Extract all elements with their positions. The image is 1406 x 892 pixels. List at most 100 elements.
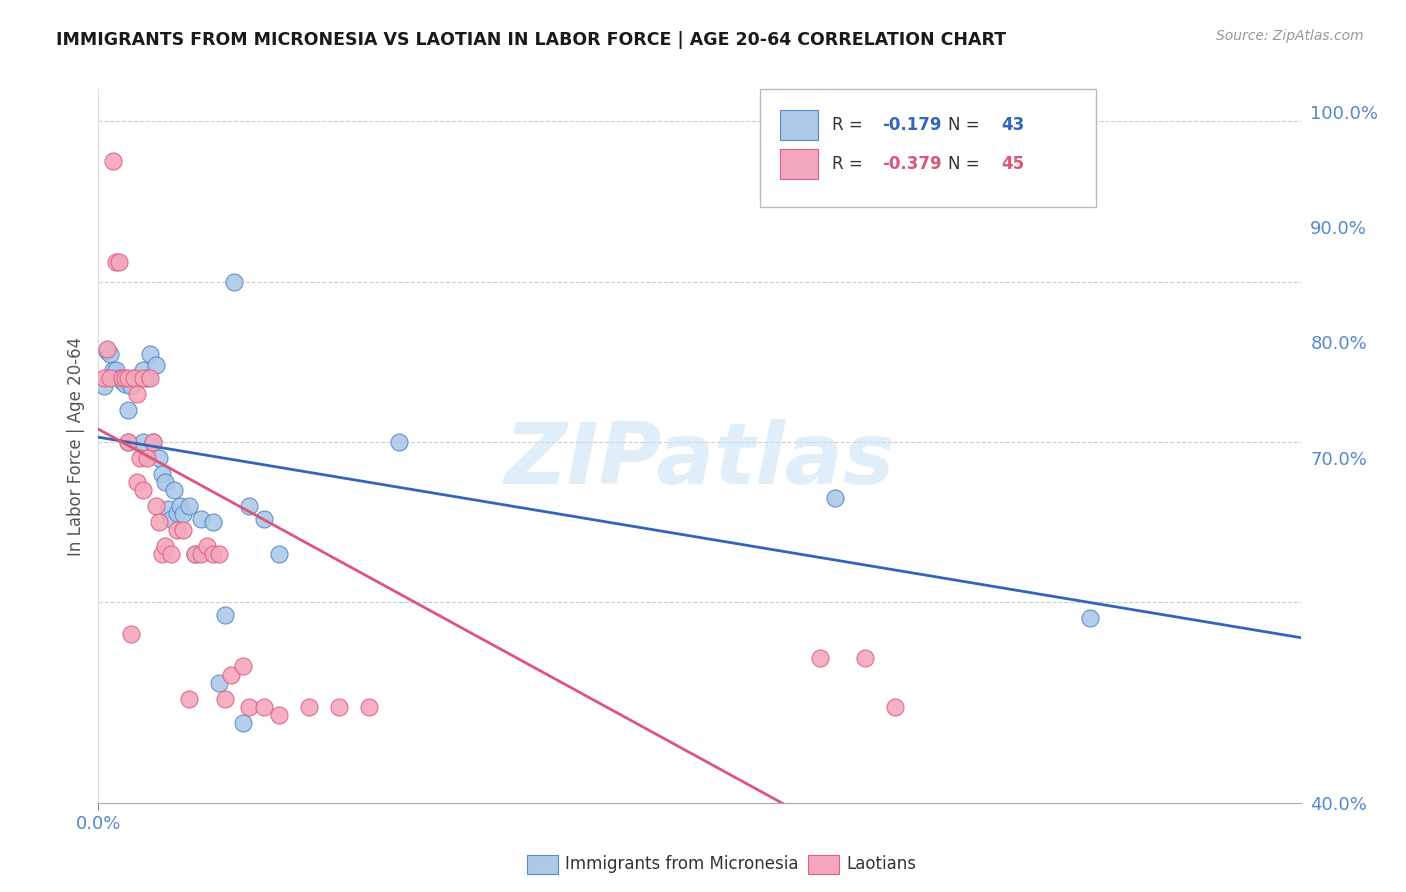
- Point: [117, 435, 139, 450]
- Point: [132, 483, 155, 497]
- Point: [117, 435, 139, 450]
- Point: [159, 547, 181, 561]
- Text: -0.179: -0.179: [882, 116, 942, 134]
- Point: [328, 699, 350, 714]
- Point: [121, 627, 143, 641]
- Point: [169, 499, 191, 513]
- Point: [172, 523, 194, 537]
- Point: [138, 371, 160, 385]
- Point: [190, 512, 212, 526]
- Point: [883, 699, 905, 714]
- Text: 45: 45: [1001, 155, 1025, 173]
- Point: [93, 371, 115, 385]
- Point: [127, 387, 149, 401]
- Point: [148, 515, 170, 529]
- Text: N =: N =: [948, 155, 986, 173]
- Text: Source: ZipAtlas.com: Source: ZipAtlas.com: [1216, 29, 1364, 43]
- Point: [172, 507, 194, 521]
- Point: [132, 435, 155, 450]
- Point: [190, 547, 212, 561]
- Point: [1078, 611, 1101, 625]
- Bar: [780, 110, 818, 140]
- Point: [238, 699, 260, 714]
- Point: [159, 512, 181, 526]
- Point: [145, 499, 167, 513]
- Point: [96, 342, 118, 356]
- Point: [141, 435, 163, 450]
- Point: [138, 347, 160, 361]
- Point: [208, 547, 231, 561]
- Point: [111, 374, 134, 388]
- Text: 43: 43: [1001, 116, 1025, 134]
- Point: [166, 523, 188, 537]
- Point: [214, 608, 236, 623]
- Y-axis label: In Labor Force | Age 20-64: In Labor Force | Age 20-64: [66, 336, 84, 556]
- Text: Immigrants from Micronesia: Immigrants from Micronesia: [565, 855, 799, 873]
- Point: [100, 347, 122, 361]
- Point: [150, 547, 173, 561]
- Point: [253, 512, 276, 526]
- Point: [114, 377, 136, 392]
- Point: [108, 255, 131, 269]
- Point: [135, 371, 157, 385]
- Point: [177, 499, 200, 513]
- Text: -0.379: -0.379: [882, 155, 942, 173]
- Point: [214, 691, 236, 706]
- Point: [145, 358, 167, 372]
- Point: [153, 539, 176, 553]
- Point: [129, 450, 152, 465]
- Point: [135, 450, 157, 465]
- Text: R =: R =: [832, 155, 868, 173]
- Point: [105, 363, 128, 377]
- Point: [117, 371, 139, 385]
- Point: [808, 651, 831, 665]
- Point: [124, 371, 146, 385]
- Point: [824, 491, 846, 505]
- Point: [132, 363, 155, 377]
- Point: [267, 547, 290, 561]
- Point: [111, 371, 134, 385]
- Point: [162, 483, 184, 497]
- Point: [177, 691, 200, 706]
- Point: [195, 539, 218, 553]
- Point: [232, 659, 254, 673]
- Point: [117, 403, 139, 417]
- Point: [127, 475, 149, 489]
- Point: [388, 435, 411, 450]
- Point: [219, 667, 242, 681]
- Point: [105, 255, 128, 269]
- Point: [853, 651, 876, 665]
- Point: [132, 371, 155, 385]
- Point: [124, 371, 146, 385]
- Point: [141, 435, 163, 450]
- Point: [201, 515, 224, 529]
- Text: N =: N =: [948, 116, 986, 134]
- Bar: [780, 149, 818, 179]
- Point: [150, 467, 173, 481]
- Point: [253, 699, 276, 714]
- Point: [148, 450, 170, 465]
- Point: [127, 371, 149, 385]
- Point: [96, 343, 118, 358]
- Point: [108, 371, 131, 385]
- Text: IMMIGRANTS FROM MICRONESIA VS LAOTIAN IN LABOR FORCE | AGE 20-64 CORRELATION CHA: IMMIGRANTS FROM MICRONESIA VS LAOTIAN IN…: [56, 31, 1007, 49]
- Point: [183, 547, 205, 561]
- Point: [357, 699, 380, 714]
- Point: [232, 715, 254, 730]
- Point: [166, 506, 188, 520]
- Point: [114, 371, 136, 385]
- Point: [222, 275, 245, 289]
- Point: [103, 363, 125, 377]
- Text: Laotians: Laotians: [846, 855, 917, 873]
- Point: [153, 475, 176, 489]
- Point: [267, 707, 290, 722]
- Point: [93, 379, 115, 393]
- Text: ZIPatlas: ZIPatlas: [505, 418, 894, 502]
- Point: [183, 547, 205, 561]
- Point: [238, 499, 260, 513]
- Point: [103, 154, 125, 169]
- Point: [156, 502, 179, 516]
- Point: [208, 675, 231, 690]
- Point: [100, 371, 122, 385]
- Text: R =: R =: [832, 116, 868, 134]
